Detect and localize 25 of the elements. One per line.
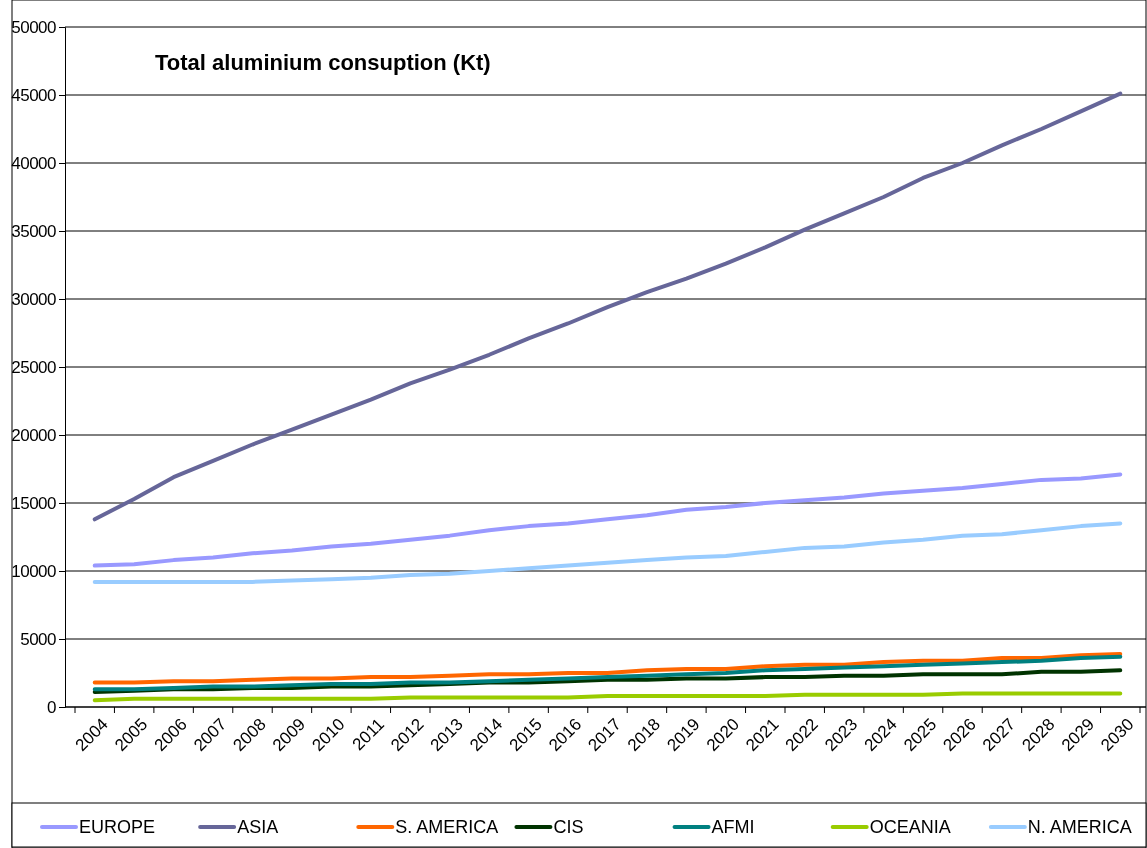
legend-label: EUROPE: [79, 817, 156, 837]
line-series: [92, 521, 1123, 584]
y-tick-label: 40000: [11, 153, 57, 173]
legend-label: OCEANIA: [869, 817, 951, 837]
legend-label: S. AMERICA: [395, 817, 499, 837]
legend-label: ASIA: [237, 817, 279, 837]
y-tick-label: 0: [47, 697, 57, 717]
y-tick-label: 45000: [11, 85, 57, 105]
y-tick-label: 25000: [11, 357, 57, 377]
text: Total aluminium consuption (Kt): [155, 50, 491, 75]
line-series: [92, 651, 1123, 685]
y-tick-label: 30000: [11, 289, 57, 309]
legend-label: AFMI: [711, 817, 755, 837]
legend-label: N. AMERICA: [1027, 817, 1132, 837]
y-tick-label: 15000: [11, 493, 57, 513]
y-tick-label: 5000: [20, 629, 57, 649]
line-series: [92, 654, 1123, 692]
line-series: [92, 91, 1123, 522]
line-series: [92, 472, 1123, 568]
y-tick-label: 35000: [11, 221, 57, 241]
line-series: [92, 691, 1123, 703]
y-tick-label: 10000: [11, 561, 57, 581]
legend-label: CIS: [553, 817, 584, 837]
y-tick-label: 20000: [11, 425, 57, 445]
y-tick-label: 50000: [11, 17, 57, 37]
